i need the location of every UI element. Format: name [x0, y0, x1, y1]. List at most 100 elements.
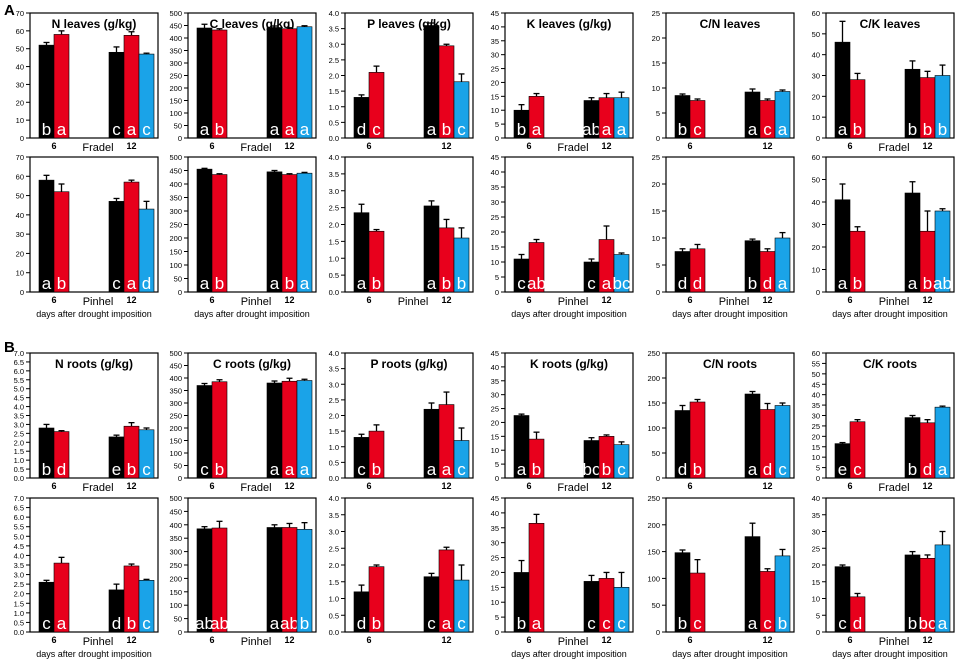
chart-a-top-6-letter: b: [923, 120, 932, 139]
chart-b-top-1-ytick-label: 0.0: [14, 474, 24, 483]
chart-a-bottom-1-day-label: 6: [51, 295, 56, 305]
chart-a-bottom-3-letter: a: [357, 274, 367, 293]
chart-a-bottom-3-day-label: 12: [441, 295, 451, 305]
chart-b-bottom-6-ytick-label: 30: [812, 528, 820, 537]
chart-b-top-6-ytick-label: 5: [816, 464, 820, 473]
chart-b-bottom-4-ytick-label: 45: [491, 494, 499, 503]
chart-a-bottom-6-letter: a: [908, 274, 918, 293]
chart-b-top-2-ytick-label: 400: [169, 374, 182, 383]
chart-b-top-6-letter: b: [908, 460, 917, 479]
chart-a-top-1-ytick-label: 30: [16, 80, 24, 89]
chart-b-bottom-4-letter: b: [517, 614, 526, 633]
chart-b-top-6-ytick-label: 45: [812, 380, 820, 389]
chart-b-top-3-letter: b: [372, 460, 381, 479]
chart-b-top-5-letter: b: [693, 460, 702, 479]
chart-a-top-5-letter: c: [763, 120, 772, 139]
chart-b-bottom-4-letter: c: [587, 614, 596, 633]
chart-a-top-2-day-label: 6: [209, 141, 214, 151]
chart-a-bottom-4-ytick-label: 25: [491, 213, 499, 222]
chart-a-top-3-letter: a: [427, 120, 437, 139]
chart-b-bottom-4-letter: c: [602, 614, 611, 633]
chart-a-bottom-4-ytick-label: 30: [491, 198, 499, 207]
chart-a-top-2-letter: a: [300, 120, 310, 139]
chart-a-top-2-letter: a: [200, 120, 210, 139]
chart-b-bottom-1-days-caption: days after drought imposition: [36, 649, 152, 659]
chart-a-top-4-ytick-label: 35: [491, 37, 499, 46]
chart-b-bottom-5-frame: [665, 497, 795, 633]
chart-a-top-2-ytick-label: 100: [169, 109, 182, 118]
chart-b-bottom-1-ytick-label: 5.5: [14, 523, 24, 532]
chart-b-bottom-4-frame: [504, 497, 634, 633]
chart-a-bottom-3-ytick-label: 3.5: [329, 170, 339, 179]
chart-a-top-3-letter: b: [442, 120, 451, 139]
chart-b-top-1-letter: c: [142, 460, 151, 479]
chart-a-top-5-ytick-label: 0: [656, 134, 660, 143]
chart-b-bottom-4-ytick-label: 40: [491, 509, 499, 518]
chart-b-top-2-ytick-label: 100: [169, 449, 182, 458]
chart-a-top-4-letter: b: [517, 120, 526, 139]
chart-b-bottom-4-cultivar: Pinhel: [558, 636, 589, 648]
chart-b-top-6-ytick-label: 10: [812, 453, 820, 462]
chart-b-bottom-4-ytick-label: 30: [491, 539, 499, 548]
chart-b-top-4-frame: [504, 352, 634, 479]
chart-a-bottom-6-ytick-label: 60: [812, 153, 820, 162]
chart-a-bottom-6-letter: a: [838, 274, 848, 293]
chart-a-bottom-4-letter: bc: [613, 274, 631, 293]
chart-a-bottom-4-cultivar: Pinhel: [558, 296, 589, 308]
chart-a-top-2-ytick-label: 250: [169, 72, 182, 81]
chart-a-bottom-4-ytick-label: 10: [491, 258, 499, 267]
chart-b-top-4-ytick-label: 45: [491, 349, 499, 358]
chart-b-bottom-4-days-caption: days after drought imposition: [511, 649, 627, 659]
chart-a-bottom-3-ytick-label: 1.0: [329, 254, 339, 263]
chart-a-top-6-letter: b: [938, 120, 947, 139]
chart-b-top-2-letter: a: [270, 460, 280, 479]
chart-a-top-5-ytick-label: 20: [652, 34, 660, 43]
chart-b-bottom-5-letter: c: [763, 614, 772, 633]
chart-a-bottom-6-ytick-label: 10: [812, 266, 820, 275]
chart-b-top-2-ytick-label: 200: [169, 424, 182, 433]
chart-b-bottom-3-ytick-label: 3.0: [329, 528, 339, 537]
chart-b-bottom-1-ytick-label: 2.5: [14, 580, 24, 589]
chart-a-bottom-6-ytick-label: 30: [812, 221, 820, 230]
chart-b-top-4-ytick-label: 15: [491, 432, 499, 441]
chart-b-bottom-1-cultivar: Pinhel: [83, 636, 114, 648]
chart-a-top-5-ytick-label: 5: [656, 109, 660, 118]
chart-b-bottom-3-ytick-label: 3.5: [329, 511, 339, 520]
chart-a-bottom-4-letter: c: [587, 274, 596, 293]
chart-a-bottom-1-ytick-label: 50: [16, 192, 24, 201]
chart-a-top-3-ytick-label: 0.5: [329, 118, 339, 127]
chart-a-bottom-1-letter: d: [142, 274, 151, 293]
chart-a-bottom-6-ytick-label: 0: [816, 288, 820, 297]
chart-a-top-1-cultivar: Fradel: [82, 142, 113, 154]
chart-b-top-1-ytick-label: 1.5: [14, 447, 24, 456]
chart-b-top-3-day-label: 6: [366, 481, 371, 491]
chart-b-top-1-day-label: 6: [51, 481, 56, 491]
chart-b-top-3-letter: a: [427, 460, 437, 479]
chart-a-bottom-1-letter: b: [57, 274, 66, 293]
chart-a-bottom-2-ytick-label: 0: [178, 288, 182, 297]
chart-a-bottom-1-ytick-label: 20: [16, 249, 24, 258]
chart-b-bottom-2-day-label: 6: [209, 635, 214, 645]
chart-b-top-3-letter: a: [442, 460, 452, 479]
chart-b-bottom-1-letter: a: [57, 614, 67, 633]
chart-b-bottom-1-ytick-label: 7.0: [14, 494, 24, 503]
chart-b-bottom-6-ytick-label: 25: [812, 544, 820, 553]
chart-b-top-2-ytick-label: 450: [169, 362, 182, 371]
chart-b-top-2-day-label: 6: [209, 481, 214, 491]
chart-b-bottom-1-ytick-label: 1.5: [14, 599, 24, 608]
chart-a-top-2-day-label: 12: [284, 141, 294, 151]
chart-b-top-2-cultivar: Fradel: [240, 482, 271, 494]
chart-b-top-4-ytick-label: 10: [491, 446, 499, 455]
chart-b-top-3-letter: c: [357, 460, 366, 479]
chart-b-bottom-3-ytick-label: 2.0: [329, 561, 339, 570]
chart-a-top-2-ytick-label: 400: [169, 34, 182, 43]
chart-a-top-1-title: N leaves (g/kg): [52, 17, 137, 31]
chart-b-top-3-ytick-label: 1.0: [329, 443, 339, 452]
chart-b-top-3-ytick-label: 3.0: [329, 380, 339, 389]
chart-b-top-5-ytick-label: 150: [647, 399, 660, 408]
chart-a-top-1-ytick-label: 40: [16, 63, 24, 72]
chart-a-bottom-6-letter: b: [923, 274, 932, 293]
chart-a-top-4-ytick-label: 40: [491, 23, 499, 32]
chart-a-bottom-1-ytick-label: 40: [16, 211, 24, 220]
chart-b-bottom-6-letter: d: [853, 614, 862, 633]
